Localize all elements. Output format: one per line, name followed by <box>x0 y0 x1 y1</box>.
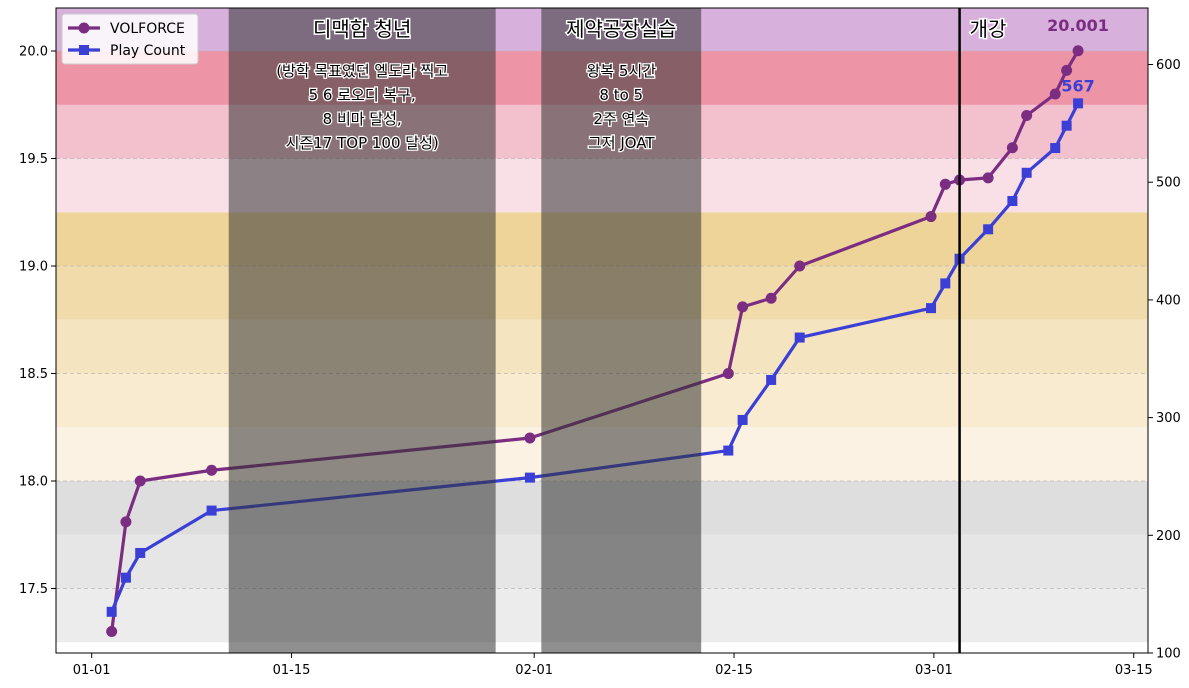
legend-label-1: Play Count <box>110 43 186 59</box>
y-tick-label: 19.5 <box>19 152 48 167</box>
volforce-point <box>1049 88 1061 100</box>
y-tick-label: 17.5 <box>19 582 48 597</box>
playcount-point <box>120 572 131 583</box>
volforce-end-label: 20.001 <box>1047 16 1109 35</box>
playcount-point <box>106 606 117 617</box>
shaded-periods <box>228 8 702 653</box>
volforce-point <box>134 475 146 487</box>
volforce-point <box>737 301 749 313</box>
x-tick-label: 02-01 <box>515 663 553 678</box>
playcount-point <box>1050 143 1061 154</box>
event-label: 개강 <box>970 17 1007 41</box>
y-right-tick-label: 600 <box>1156 58 1181 73</box>
period-note-2-2: 8 to 5 <box>599 86 643 104</box>
volforce-point <box>1006 142 1018 154</box>
playcount-point <box>983 224 994 235</box>
period-note-1-1: (방학 목표였던 엘도라 찍고 <box>276 62 448 80</box>
x-tick-label: 01-15 <box>273 663 311 678</box>
volforce-point <box>106 626 118 637</box>
playcount-point <box>723 445 734 456</box>
series-line-0 <box>110 49 1080 632</box>
volforce-point <box>925 211 937 223</box>
playcount-point <box>766 374 777 385</box>
shaded-period-1 <box>228 8 496 653</box>
playcount-point <box>135 547 146 558</box>
volforce-point <box>206 464 218 476</box>
y-right-tick-label: 100 <box>1156 647 1181 662</box>
playcount-point <box>1021 167 1032 178</box>
y-tick-label: 18.5 <box>19 367 48 382</box>
legend-marker-0 <box>78 22 90 34</box>
playcount-point <box>794 332 805 343</box>
y-tick-label: 18.0 <box>19 475 48 490</box>
playcount-point <box>1073 98 1084 109</box>
playcount-point <box>206 505 217 516</box>
period-note-2-4: 그저 JOAT <box>588 134 655 152</box>
period-labels: 디맥함 청년 (방학 목표였던 엘도라 찍고 5 6 로오디 복구, 8 비마 달성,… <box>275 16 1109 154</box>
volforce-point <box>982 172 994 184</box>
playcount-point <box>1007 196 1018 207</box>
playcount-end-label: 567 <box>1061 76 1094 95</box>
period-title-1: 디맥함 청년 <box>313 17 411 41</box>
period-note-1-2: 5 6 로오디 복구, <box>309 86 416 104</box>
volforce-point <box>939 178 951 190</box>
period-note-2-3: 2주 연속 <box>593 110 649 128</box>
playcount-point <box>524 472 535 483</box>
volforce-point <box>1061 64 1073 76</box>
volforce-point <box>794 260 806 272</box>
volforce-point <box>120 516 132 528</box>
playcount-point <box>926 303 937 314</box>
y-right-tick-label: 500 <box>1156 176 1181 191</box>
period-note-2-1: 왕복 5시간 <box>587 62 657 80</box>
y-right-tick-label: 400 <box>1156 293 1181 308</box>
volforce-point <box>722 368 734 379</box>
playcount-point <box>940 278 951 289</box>
y-tick-label: 20.0 <box>19 45 48 60</box>
axes: 17.5 18.0 18.5 19.0 19.5 20.0 100 200 300 400 500 6… <box>19 45 1181 679</box>
playcount-point <box>737 414 748 425</box>
event-marker: 개강 <box>958 8 1008 653</box>
x-tick-label: 03-01 <box>915 663 953 678</box>
playcount-point <box>1061 120 1072 131</box>
shaded-period-2 <box>541 8 702 653</box>
volforce-point <box>1021 110 1033 121</box>
volforce-point <box>524 432 536 444</box>
x-tick-label: 01-01 <box>73 663 111 678</box>
volforce-point <box>1072 45 1084 57</box>
legend: VOLFORCE Play Count <box>61 13 199 65</box>
period-title-2: 제약공장실습 <box>566 17 676 41</box>
period-note-1-3: 8 비마 달성, <box>323 110 402 128</box>
y-right-tick-label: 200 <box>1156 529 1181 544</box>
period-note-1-4: 시즌17 TOP 100 달성) <box>286 134 439 152</box>
volforce-point <box>765 292 777 304</box>
x-tick-label: 03-15 <box>1115 663 1153 678</box>
y-tick-label: 19.0 <box>19 260 48 275</box>
x-tick-label: 02-15 <box>715 663 753 678</box>
plot-frame <box>55 7 1149 654</box>
y-right-tick-label: 300 <box>1156 411 1181 426</box>
legend-marker-1 <box>79 45 89 55</box>
legend-label-0: VOLFORCE <box>110 21 185 37</box>
